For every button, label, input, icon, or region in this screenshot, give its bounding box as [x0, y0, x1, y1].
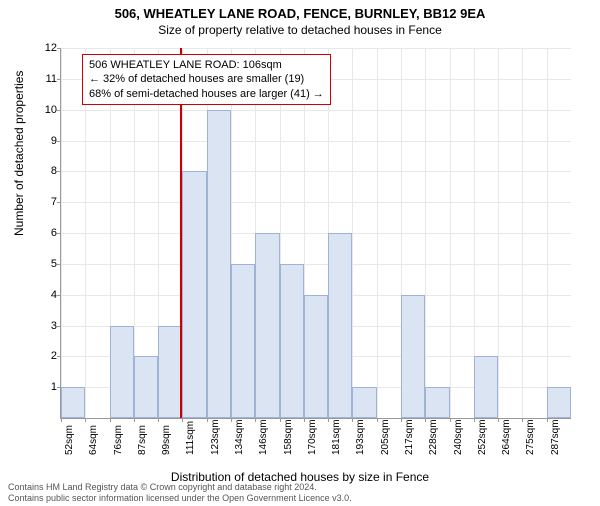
x-tick-label: 228sqm: [428, 419, 439, 455]
x-tick-label: 146sqm: [258, 419, 269, 455]
histogram-bar: [207, 110, 231, 418]
histogram-bar: [328, 233, 352, 418]
y-tick-label: 5: [37, 258, 57, 270]
x-tick-label: 134sqm: [234, 419, 245, 455]
y-tick-label: 10: [37, 104, 57, 116]
x-tick-mark: [207, 418, 208, 422]
x-tick-label: 158sqm: [283, 419, 294, 455]
x-tick-mark: [182, 418, 183, 422]
chart-container: 506, WHEATLEY LANE ROAD, FENCE, BURNLEY,…: [0, 6, 600, 506]
x-tick-label: 123sqm: [210, 419, 221, 455]
annotation-line: 68% of semi-detached houses are larger (…: [89, 87, 324, 101]
title-main: 506, WHEATLEY LANE ROAD, FENCE, BURNLEY,…: [0, 6, 600, 21]
histogram-bar: [231, 264, 255, 418]
x-tick-label: 193sqm: [355, 419, 366, 455]
x-tick-label: 252sqm: [477, 419, 488, 455]
annotation-line: 506 WHEATLEY LANE ROAD: 106sqm: [89, 58, 324, 72]
histogram-bar: [280, 264, 304, 418]
histogram-bar: [182, 171, 206, 418]
y-tick-label: 8: [37, 165, 57, 177]
chart-area: 12345678910111252sqm64sqm76sqm87sqm99sqm…: [60, 48, 570, 418]
gridline-horizontal: [61, 48, 571, 49]
x-tick-label: 217sqm: [404, 419, 415, 455]
x-tick-label: 240sqm: [453, 419, 464, 455]
y-tick-label: 1: [37, 381, 57, 393]
y-tick-label: 6: [37, 227, 57, 239]
histogram-bar: [547, 387, 571, 418]
y-axis-label: Number of detached properties: [12, 71, 26, 236]
x-tick-mark: [158, 418, 159, 422]
x-tick-label: 264sqm: [501, 419, 512, 455]
gridline-horizontal: [61, 171, 571, 172]
histogram-bar: [158, 326, 182, 419]
gridline-vertical: [425, 48, 426, 418]
histogram-bar: [134, 356, 158, 418]
x-tick-mark: [474, 418, 475, 422]
x-tick-label: 170sqm: [307, 419, 318, 455]
gridline-horizontal: [61, 202, 571, 203]
annotation-line: ← 32% of detached houses are smaller (19…: [89, 72, 324, 86]
histogram-bar: [401, 295, 425, 418]
x-tick-mark: [304, 418, 305, 422]
gridline-vertical: [377, 48, 378, 418]
x-tick-mark: [377, 418, 378, 422]
histogram-bar: [61, 387, 85, 418]
x-tick-label: 181sqm: [331, 419, 342, 455]
y-tick-label: 7: [37, 196, 57, 208]
x-tick-mark: [498, 418, 499, 422]
x-tick-mark: [134, 418, 135, 422]
x-tick-mark: [547, 418, 548, 422]
histogram-bar: [425, 387, 449, 418]
x-tick-label: 205sqm: [380, 419, 391, 455]
x-tick-mark: [328, 418, 329, 422]
x-tick-mark: [231, 418, 232, 422]
y-tick-label: 4: [37, 289, 57, 301]
histogram-bar: [110, 326, 134, 419]
annotation-box: 506 WHEATLEY LANE ROAD: 106sqm ← 32% of …: [82, 54, 331, 105]
y-tick-label: 2: [37, 350, 57, 362]
footer: Contains HM Land Registry data © Crown c…: [8, 482, 352, 504]
histogram-bar: [255, 233, 279, 418]
gridline-vertical: [61, 48, 62, 418]
x-tick-mark: [425, 418, 426, 422]
y-tick-label: 11: [37, 73, 57, 85]
x-tick-mark: [255, 418, 256, 422]
gridline-horizontal: [61, 141, 571, 142]
x-tick-mark: [280, 418, 281, 422]
gridline-vertical: [352, 48, 353, 418]
x-tick-label: 52sqm: [64, 425, 75, 455]
gridline-vertical: [450, 48, 451, 418]
x-tick-mark: [110, 418, 111, 422]
y-tick-label: 12: [37, 42, 57, 54]
gridline-vertical: [498, 48, 499, 418]
x-tick-mark: [522, 418, 523, 422]
gridline-vertical: [522, 48, 523, 418]
x-tick-mark: [352, 418, 353, 422]
x-tick-mark: [450, 418, 451, 422]
x-tick-mark: [61, 418, 62, 422]
y-tick-label: 9: [37, 135, 57, 147]
gridline-horizontal: [61, 110, 571, 111]
y-tick-label: 3: [37, 320, 57, 332]
gridline-horizontal: [61, 233, 571, 234]
title-sub: Size of property relative to detached ho…: [0, 23, 600, 37]
x-tick-label: 275sqm: [525, 419, 536, 455]
x-tick-label: 64sqm: [88, 425, 99, 455]
footer-line: Contains public sector information licen…: [8, 493, 352, 504]
x-tick-mark: [85, 418, 86, 422]
footer-line: Contains HM Land Registry data © Crown c…: [8, 482, 352, 493]
x-tick-label: 99sqm: [161, 425, 172, 455]
histogram-bar: [304, 295, 328, 418]
x-tick-label: 76sqm: [113, 425, 124, 455]
gridline-vertical: [547, 48, 548, 418]
histogram-bar: [474, 356, 498, 418]
x-tick-mark: [401, 418, 402, 422]
x-tick-label: 87sqm: [137, 425, 148, 455]
gridline-horizontal: [61, 264, 571, 265]
x-tick-label: 111sqm: [185, 421, 196, 455]
x-tick-label: 287sqm: [550, 419, 561, 455]
histogram-bar: [352, 387, 376, 418]
